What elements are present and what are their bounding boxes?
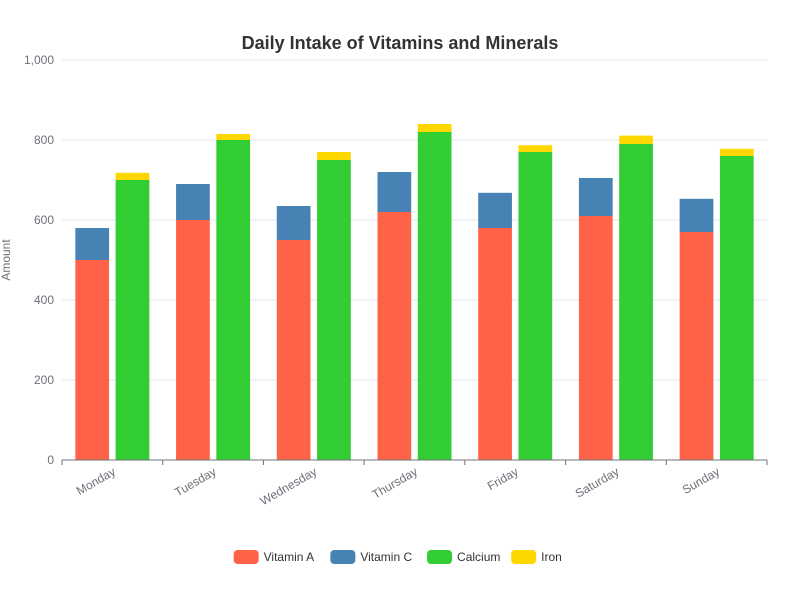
bar-calcium-monday[interactable] (115, 180, 150, 460)
x-tick-label: Tuesday (172, 464, 218, 499)
legend-label: Vitamin C (360, 550, 412, 564)
bar-calcium-saturday[interactable] (619, 144, 653, 460)
x-tick-label: Friday (485, 464, 521, 493)
bar-calcium-wednesday[interactable] (317, 160, 351, 460)
bar-vitamin-c-thursday[interactable] (377, 172, 412, 212)
legend-swatch (233, 550, 259, 564)
gridlines (62, 59, 767, 381)
bar-vitamin-a-wednesday[interactable] (276, 240, 311, 460)
bar-iron-thursday[interactable] (417, 124, 452, 132)
x-tick-label: Saturday (573, 464, 622, 500)
x-tick-label: Wednesday (258, 464, 320, 508)
legend-label: Vitamin A (264, 550, 314, 564)
y-tick-label: 800 (34, 133, 54, 147)
legend-item-vitamin-a[interactable]: Vitamin A (233, 550, 314, 564)
bar-calcium-thursday[interactable] (417, 132, 452, 460)
y-tick-label: 200 (34, 373, 54, 387)
y-tick-label: 1,000 (24, 53, 54, 67)
x-tick-label: Monday (74, 464, 118, 497)
bar-vitamin-a-thursday[interactable] (377, 212, 412, 460)
y-tick-label: 400 (34, 293, 54, 307)
bar-vitamin-c-monday[interactable] (75, 228, 110, 260)
bar-vitamin-c-sunday[interactable] (679, 198, 714, 232)
bar-vitamin-c-friday[interactable] (478, 192, 512, 228)
legend-item-iron[interactable]: Iron (511, 550, 562, 564)
legend-swatch (427, 550, 453, 564)
bar-iron-saturday[interactable] (619, 135, 653, 144)
legend-swatch (330, 550, 356, 564)
y-axis-ticks: 0 200 400 600 800 1,000 (24, 53, 54, 467)
bar-vitamin-c-saturday[interactable] (578, 178, 613, 216)
bar-vitamin-a-saturday[interactable] (578, 216, 613, 460)
chart-title: Daily Intake of Vitamins and Minerals (242, 33, 559, 53)
bar-calcium-tuesday[interactable] (216, 140, 251, 460)
legend-item-calcium[interactable]: Calcium (427, 550, 500, 564)
bar-vitamin-c-wednesday[interactable] (276, 206, 311, 240)
y-axis-title: Amount (0, 239, 13, 281)
y-tick-label: 0 (47, 453, 54, 467)
bar-iron-wednesday[interactable] (317, 152, 351, 160)
bar-iron-friday[interactable] (518, 145, 553, 152)
y-tick-label: 600 (34, 213, 54, 227)
bar-iron-monday[interactable] (115, 172, 150, 180)
bar-iron-tuesday[interactable] (216, 134, 251, 140)
x-tick-label: Sunday (680, 464, 722, 496)
bar-vitamin-a-tuesday[interactable] (176, 220, 210, 460)
bar-vitamin-a-monday[interactable] (75, 260, 110, 460)
legend[interactable]: Vitamin A Vitamin C Calcium Iron (233, 550, 562, 564)
bar-vitamin-c-tuesday[interactable] (176, 184, 210, 220)
bar-calcium-friday[interactable] (518, 152, 553, 460)
bar-vitamin-a-sunday[interactable] (679, 232, 714, 460)
bar-iron-sunday[interactable] (719, 148, 754, 156)
legend-swatch (511, 550, 537, 564)
bars (75, 124, 754, 460)
x-axis: Monday Tuesday Wednesday Thursday Friday Satu… (61, 459, 768, 508)
x-tick-label: Thursday (370, 464, 420, 501)
bar-vitamin-a-friday[interactable] (478, 228, 512, 460)
bar-calcium-sunday[interactable] (719, 156, 754, 460)
legend-label: Calcium (457, 550, 500, 564)
legend-label: Iron (541, 550, 562, 564)
legend-item-vitamin-c[interactable]: Vitamin C (330, 550, 412, 564)
